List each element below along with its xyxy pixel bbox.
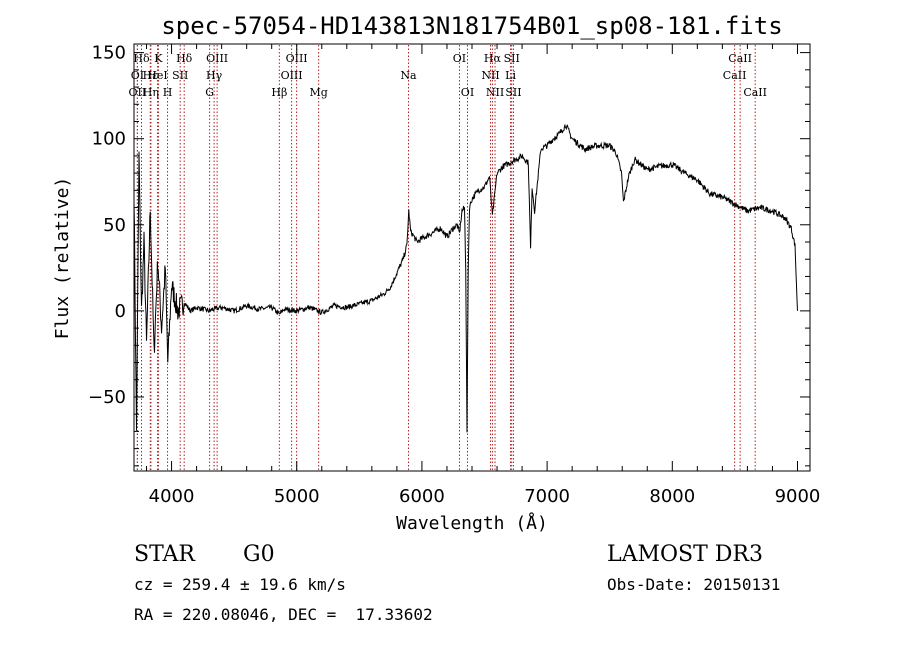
y-axis-label: Flux (relative) bbox=[52, 177, 73, 340]
y-tick-label: 0 bbox=[115, 301, 126, 322]
line-label-21: H bbox=[163, 86, 173, 99]
line-label-15: Na bbox=[400, 69, 417, 82]
line-label-27: SII bbox=[505, 86, 521, 99]
line-label-13: Hγ bbox=[206, 69, 223, 82]
line-label-18: CaII bbox=[723, 69, 747, 82]
line-label-5: OI bbox=[453, 52, 466, 65]
x-tick-label: 8000 bbox=[649, 486, 695, 507]
line-label-24: Mg bbox=[309, 86, 327, 99]
line-label-6: Hα bbox=[484, 52, 502, 65]
y-tick-label: 50 bbox=[103, 215, 126, 236]
y-tick-label: 100 bbox=[92, 129, 126, 150]
observation-date: Obs-Date: 20150131 bbox=[607, 575, 780, 594]
line-label-10: Hε bbox=[143, 69, 159, 82]
line-label-25: OI bbox=[461, 86, 474, 99]
line-label-3: OIII bbox=[206, 52, 228, 65]
line-label-22: G bbox=[205, 86, 214, 99]
line-label-2: Hδ bbox=[176, 52, 193, 65]
line-label-26: NII bbox=[486, 86, 504, 99]
line-label-8: CaII bbox=[728, 52, 752, 65]
chart-title: spec-57054-HD143813N181754B01_sp08-181.f… bbox=[161, 12, 782, 40]
x-tick-label: 9000 bbox=[775, 486, 821, 507]
line-label-19: OII bbox=[129, 86, 147, 99]
emission-line-markers bbox=[136, 45, 756, 471]
line-label-1: K bbox=[154, 52, 163, 65]
line-label-12: SII bbox=[172, 69, 188, 82]
line-label-11: HeI bbox=[147, 69, 167, 82]
y-tick-label: −50 bbox=[88, 387, 126, 408]
survey-name: LAMOST DR3 bbox=[607, 542, 763, 567]
line-label-0: Hδ bbox=[133, 52, 150, 65]
line-label-20: Hη bbox=[143, 86, 159, 99]
line-label-7: SII bbox=[504, 52, 520, 65]
y-axis: −50 0 50 100 150 bbox=[88, 43, 810, 467]
spectrum-series bbox=[133, 123, 798, 433]
line-label-16: NII bbox=[481, 69, 499, 82]
y-tick-label: 150 bbox=[92, 43, 126, 64]
line-label-14: OIII bbox=[281, 69, 303, 82]
x-tick-label: 6000 bbox=[399, 486, 445, 507]
plot-frame bbox=[133, 43, 811, 472]
x-axis-label: Wavelength (Å) bbox=[396, 512, 548, 534]
line-label-17: Li bbox=[505, 69, 516, 82]
redshift-readout: cz = 259.4 ± 19.6 km/s bbox=[134, 575, 346, 594]
object-class: STAR bbox=[134, 542, 196, 567]
x-tick-label: 7000 bbox=[524, 486, 570, 507]
x-axis: 4000 5000 6000 7000 8000 9000 bbox=[146, 44, 821, 507]
x-tick-label: 5000 bbox=[274, 486, 320, 507]
spectrum-line bbox=[133, 123, 798, 433]
sky-coordinates: RA = 220.08046, DEC = 17.33602 bbox=[134, 605, 433, 624]
line-label-28: CaII bbox=[743, 86, 767, 99]
line-label-4: OIII bbox=[286, 52, 308, 65]
object-subclass: G0 bbox=[243, 542, 275, 567]
x-tick-label: 4000 bbox=[149, 486, 195, 507]
line-label-23: Hβ bbox=[271, 86, 287, 99]
